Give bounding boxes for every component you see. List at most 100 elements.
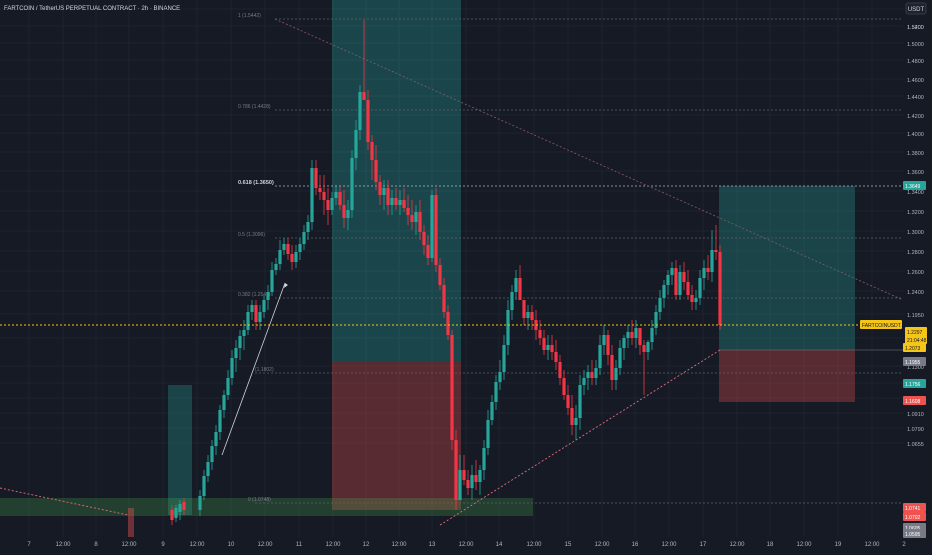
price-tag[interactable] [903,512,926,521]
candle-body [442,285,446,312]
price-tick-label: 1.2800 [907,250,924,256]
candle-body [690,295,694,302]
trendlines[interactable] [0,18,904,526]
price-tag-label: 1.2297 [907,330,923,336]
candle-body [718,252,722,325]
candle-body [646,342,650,352]
candle-body [386,188,390,205]
candle-body [262,300,266,312]
time-tick-label: 18 [767,542,774,548]
candle-body [282,244,286,250]
candle-body [330,198,334,210]
price-axis-background [903,0,932,550]
time-axis[interactable]: 7 12:00 8 12:00 9 12:00 10 12:00 11 12:00 12 12:00 1… [27,542,906,548]
fibonacci-retracement[interactable]: 1 (1.5442) 0.786 (1.4428) 0.618 (1.3650) 0.… [238,13,903,504]
candle-body [398,200,402,205]
ascending-trendline[interactable] [439,349,721,526]
drawing-zones[interactable] [0,0,855,537]
candle-body [578,385,582,418]
time-tick-label: 12:00 [661,542,677,548]
candlestick-series [170,20,722,525]
candle-body [290,254,294,262]
candle-body [706,268,710,272]
candle-body [374,160,378,182]
candle-body [318,188,322,192]
candle-body [654,312,658,328]
candle-body [482,448,486,470]
price-tag-label: 1.0702 [905,515,921,521]
price-tag[interactable] [905,335,927,344]
candle-body [566,395,570,408]
candle-body [422,232,426,245]
candle-body [242,330,246,336]
small-profit-zone[interactable] [168,385,192,515]
position-target-zone[interactable] [719,186,855,350]
candle-body [574,418,578,425]
candle-body [586,372,590,378]
candle-body [334,192,338,198]
candle-body [594,368,598,378]
candle-body [698,278,702,298]
candle-body [350,158,354,210]
fib-level-label: 1 (1.5442) [238,13,261,19]
candle-body [214,432,218,446]
support-zone[interactable] [0,498,533,516]
price-tag[interactable] [860,320,902,329]
candle-body [490,402,494,420]
price-tag[interactable] [905,327,927,336]
candle-body [678,272,682,295]
price-tag[interactable] [903,357,926,366]
price-tag[interactable] [903,503,926,512]
time-tick-label: 12:00 [864,542,880,548]
price-tag[interactable] [903,379,926,388]
candle-body [582,378,586,385]
candle-body [538,330,542,338]
candle-body [602,335,606,345]
candle-body [210,446,214,462]
price-tag[interactable] [903,396,926,405]
fib-level-label: (1.1802) [255,367,274,373]
price-tick-label: 1.3000 [907,230,924,236]
price-tick-label: 1.4600 [907,78,924,84]
candle-body [634,328,638,338]
candle-body [298,244,302,252]
candle-body [206,462,210,476]
time-tick-label: 12:00 [458,542,474,548]
candle-body [518,278,522,300]
price-tag[interactable] [903,529,926,538]
descending-trendline[interactable] [274,18,904,301]
candle-body [382,188,386,195]
time-tick-label: 17 [700,542,707,548]
price-tag[interactable] [903,343,926,352]
candle-body [450,335,454,440]
price-lines [0,324,903,351]
price-tick-label: 1.3200 [907,210,924,216]
candle-body [406,208,410,215]
candle-body [470,475,474,488]
candle-body [182,502,186,510]
arrow-line[interactable] [221,282,286,456]
candle-body [666,275,670,285]
price-tag-label: 1.2073 [905,346,921,352]
candle-body [370,142,374,160]
candle-body [270,270,274,292]
time-tick-label: 8 [94,542,98,548]
currency-button[interactable] [905,2,927,15]
time-tick-label: 12:00 [729,542,745,548]
position-stop-zone[interactable] [719,350,855,402]
fib-level-label: 0.382 (1.2542) [238,292,271,298]
candle-body [342,205,346,218]
price-tick-label: 1.4400 [907,95,924,101]
candle-body [222,395,226,410]
candle-body [526,312,530,318]
candle-body [614,368,618,380]
early-trendline[interactable] [0,487,129,516]
fib-level-label: 0.5 (1.3096) [238,232,265,238]
price-tag[interactable] [903,181,926,190]
long-position-stop-zone[interactable] [332,362,461,510]
price-tick-label: 1.3600 [907,170,924,176]
candle-body [430,195,434,258]
